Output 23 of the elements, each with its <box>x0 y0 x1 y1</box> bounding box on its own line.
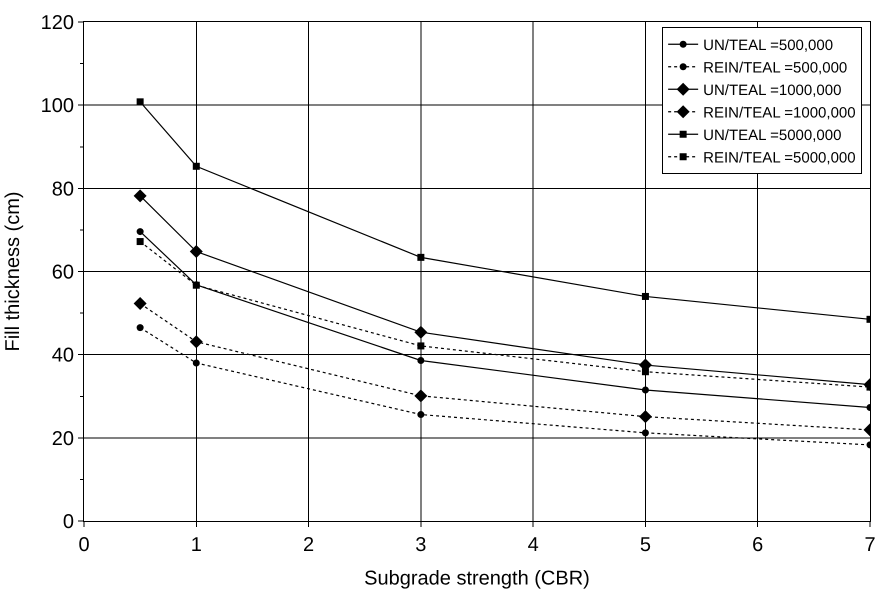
x-tick-label: 6 <box>752 534 764 556</box>
legend-label: REIN/TEAL =1000,000 <box>703 104 856 122</box>
y-tick-label: 20 <box>52 428 74 450</box>
legend-label: UN/TEAL =5000,000 <box>703 127 842 144</box>
x-tick-label: 2 <box>303 534 314 556</box>
y-tick-label: 40 <box>52 344 74 367</box>
x-tick-label: 4 <box>528 534 539 556</box>
y-tick-label: 0 <box>62 511 74 533</box>
legend-label: REIN/TEAL =5000,000 <box>703 150 856 167</box>
y-tick-label: 80 <box>52 178 74 200</box>
x-tick-label: 5 <box>640 534 651 556</box>
y-tick-label: 60 <box>52 262 74 284</box>
legend-label: REIN/TEAL =500,000 <box>703 60 848 77</box>
y-tick-label: 100 <box>40 95 74 118</box>
x-tick-label: 3 <box>415 534 426 556</box>
legend-label: UN/TEAL =1000,000 <box>703 82 842 100</box>
x-axis-title: Subgrade strength (CBR) <box>364 568 590 590</box>
x-tick-label: 1 <box>190 534 202 556</box>
x-tick-label: 7 <box>864 534 876 556</box>
legend-label: UN/TEAL =500,000 <box>703 37 834 54</box>
y-axis-title: Fill thickness (cm) <box>2 191 24 352</box>
x-tick-label: 0 <box>78 534 90 556</box>
y-tick-label: 120 <box>40 12 74 34</box>
